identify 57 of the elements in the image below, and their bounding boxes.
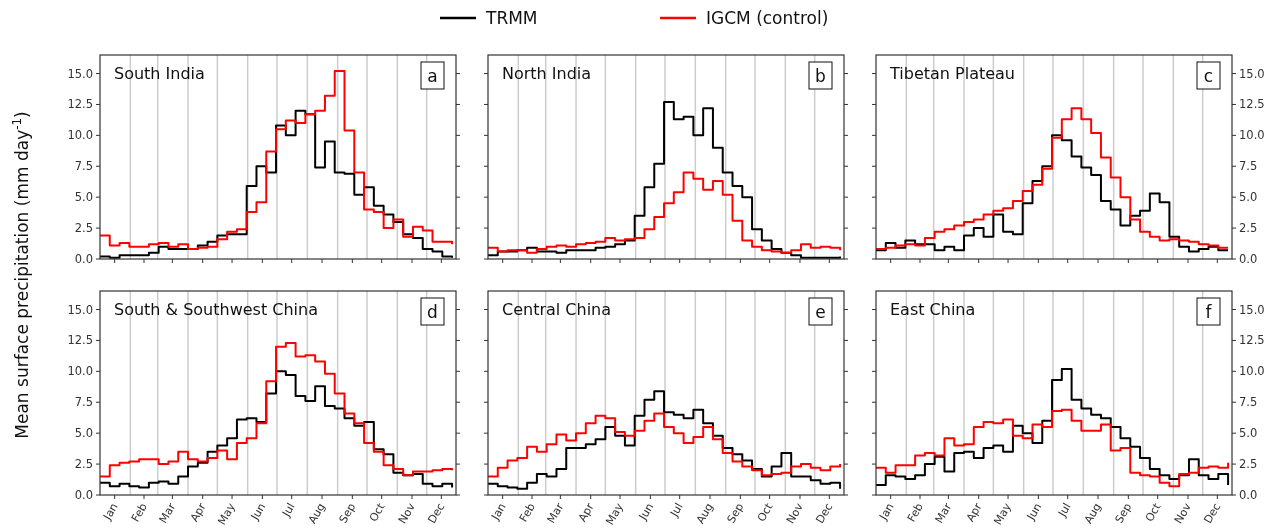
x-tick-label: Jan	[876, 500, 897, 523]
x-tick-label: Jan	[100, 500, 121, 523]
text: North India	[502, 64, 592, 83]
y-tick-label: 12.5	[1239, 97, 1265, 112]
y-tick-label: 0.0	[74, 252, 93, 267]
y-tick-label: 2.5	[1239, 457, 1258, 472]
x-tick-label: Jun	[635, 500, 657, 524]
y-tick-label: 12.5	[67, 333, 93, 348]
x-tick-label: Jan	[488, 500, 509, 523]
y-tick-label: 0.0	[74, 488, 93, 503]
y-tick-label: 7.5	[1239, 159, 1258, 174]
y-tick-label: 7.5	[1239, 395, 1258, 410]
y-tick-label: 2.5	[74, 457, 93, 472]
text: Central China	[502, 300, 612, 319]
annotation: e	[815, 301, 826, 322]
y-tick-label: 15.0	[67, 66, 93, 81]
annotation: b	[815, 65, 826, 86]
x-tick-label: Feb	[128, 500, 150, 525]
y-tick-label: 7.5	[74, 159, 93, 174]
y-tick-label: 15.0	[67, 302, 93, 317]
x-tick-label: Feb	[516, 500, 538, 525]
y-tick-label: 10.0	[1239, 128, 1265, 143]
x-tick-label: Oct	[366, 500, 388, 524]
x-tick-label: Jul	[279, 500, 298, 520]
y-tick-label: 5.0	[1239, 426, 1258, 441]
y-tick-label: 2.5	[1239, 221, 1258, 236]
y-tick-label: 2.5	[74, 221, 93, 236]
y-tick-label: 0.0	[1239, 252, 1258, 267]
y-tick-label: 12.5	[1239, 333, 1265, 348]
x-tick-label: Jun	[1023, 500, 1045, 524]
y-tick-label: 10.0	[67, 364, 93, 379]
y-tick-label: 5.0	[74, 426, 93, 441]
x-tick-label: Oct	[1142, 500, 1164, 524]
y-tick-label: 5.0	[1239, 190, 1258, 205]
y-tick-label: 15.0	[1239, 66, 1265, 81]
y-tick-label: 7.5	[74, 395, 93, 410]
y-tick-label: 12.5	[67, 97, 93, 112]
annotation: c	[1203, 65, 1214, 86]
x-tick-label: Oct	[754, 500, 776, 524]
y-tick-label: 0.0	[1239, 488, 1258, 503]
y-tick-label: 10.0	[67, 128, 93, 143]
text: Tibetan Plateau	[889, 64, 1015, 83]
annotation: a	[427, 65, 438, 86]
text: East China	[890, 300, 976, 319]
x-tick-label: Jun	[247, 500, 269, 524]
y-tick-label: 10.0	[1239, 364, 1265, 379]
y-tick-label: 5.0	[74, 190, 93, 205]
legend-label: IGCM (control)	[706, 7, 829, 28]
text: South India	[114, 64, 205, 83]
x-tick-label: Feb	[904, 500, 926, 525]
text: South & Southwest China	[114, 300, 318, 319]
y-tick-label: 15.0	[1239, 302, 1265, 317]
annotation: f	[1205, 301, 1213, 322]
annotation: d	[427, 301, 438, 322]
x-tick-label: Jul	[1055, 500, 1074, 520]
x-tick-label: Jul	[667, 500, 686, 520]
legend-label: TRMM	[485, 7, 538, 28]
